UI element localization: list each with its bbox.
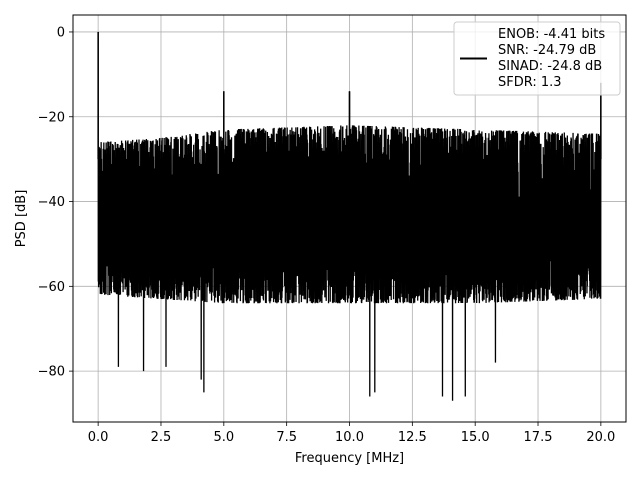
- x-tick-label: 2.5: [151, 430, 172, 445]
- legend-entry-sfdr: SFDR: 1.3: [498, 75, 562, 90]
- legend-entry-sinad: SINAD: -24.8 dB: [498, 59, 602, 74]
- legend-box: [453, 21, 621, 96]
- x-tick-label: 10.0: [335, 430, 364, 445]
- y-tick-label: −40: [38, 195, 65, 210]
- x-tick-label: 12.5: [398, 430, 427, 445]
- x-axis-ticks: 0.0 2.5 5.0 7.5 10.0 12.5 15.0 17.5 20.0: [88, 422, 615, 445]
- y-tick-label: −80: [38, 365, 65, 380]
- legend-entry-enob: ENOB: -4.41 bits: [498, 27, 605, 42]
- y-tick-label: 0: [57, 25, 65, 40]
- x-tick-label: 15.0: [461, 430, 490, 445]
- y-tick-label: −20: [38, 110, 65, 125]
- x-axis-label: Frequency [MHz]: [295, 451, 404, 466]
- legend-entry-snr: SNR: -24.79 dB: [498, 43, 596, 58]
- x-tick-label: 17.5: [524, 430, 553, 445]
- y-axis-ticks: 0 −20 −40 −60 −80: [38, 25, 73, 380]
- x-tick-label: 5.0: [213, 430, 234, 445]
- x-tick-label: 20.0: [586, 430, 615, 445]
- psd-series-line: [97, 31, 602, 401]
- legend: ENOB: -4.41 bits SNR: -24.79 dB SINAD: -…: [453, 21, 621, 96]
- y-tick-label: −60: [38, 280, 65, 295]
- y-axis-label: PSD [dB]: [14, 190, 29, 248]
- series-layer: [97, 31, 602, 401]
- x-tick-label: 7.5: [276, 430, 297, 445]
- x-tick-label: 0.0: [88, 430, 109, 445]
